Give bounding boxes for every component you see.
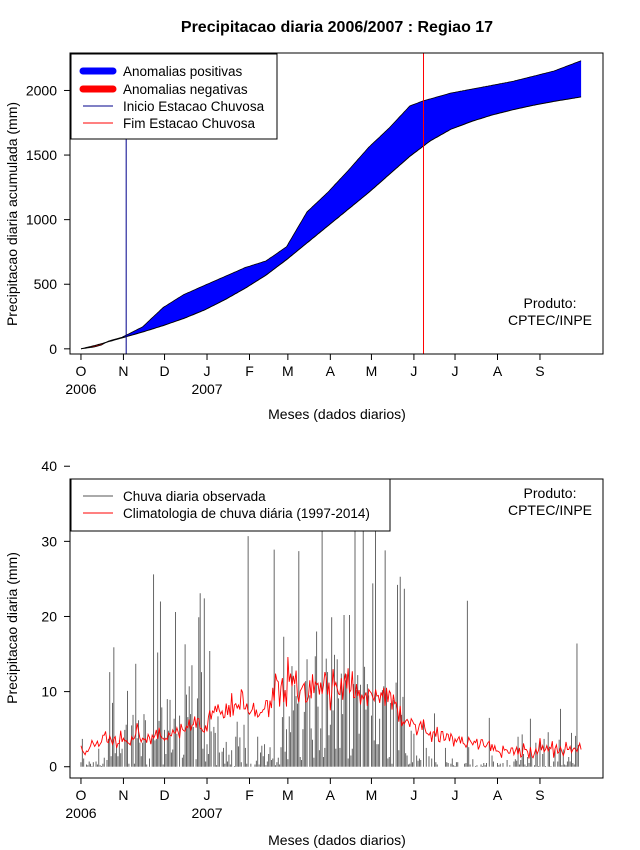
x-axis-title: Meses (dados diarios) <box>268 832 406 848</box>
y-tick-label: 1500 <box>26 147 57 163</box>
chart-title: Precipitacao diaria 2006/2007 : Regiao 1… <box>181 19 493 36</box>
daily-climatology-line <box>80 656 582 759</box>
x-tick-label: J <box>410 787 417 803</box>
x-tick-label: O <box>76 363 87 379</box>
year-label: 2007 <box>191 805 222 821</box>
positive-anomaly-area <box>81 60 582 349</box>
x-tick-label: J <box>204 363 211 379</box>
x-tick-label: M <box>366 363 378 379</box>
x-tick-label: A <box>493 363 503 379</box>
x-tick-label: N <box>118 363 128 379</box>
y-tick-label: 10 <box>41 684 57 700</box>
credit-line-2: CPTEC/INPE <box>508 312 592 328</box>
observed-cumulative-line <box>80 60 582 350</box>
x-tick-label: F <box>245 787 254 803</box>
credit-line-2: CPTEC/INPE <box>508 502 592 518</box>
x-tick-label: D <box>159 363 169 379</box>
y-axis-title: Precipitacao diaria acumulada (mm) <box>4 102 20 326</box>
x-tick-label: A <box>326 363 336 379</box>
x-tick-label: J <box>410 363 417 379</box>
year-label: 2006 <box>65 805 96 821</box>
y-tick-label: 0 <box>49 759 57 775</box>
credit-background <box>504 484 596 520</box>
x-tick-label: N <box>118 787 128 803</box>
y-tick-label: 1000 <box>26 212 57 228</box>
year-label: 2006 <box>65 381 96 397</box>
x-tick-label: M <box>282 363 294 379</box>
y-axis-title: Precipitacao diaria (mm) <box>4 552 20 704</box>
x-tick-label: A <box>326 787 336 803</box>
x-axis-title: Meses (dados diarios) <box>268 406 406 422</box>
y-tick-label: 30 <box>41 533 57 549</box>
legend-label-start: Inicio Estacao Chuvosa <box>123 99 265 114</box>
x-tick-label: M <box>282 787 294 803</box>
climatology-cumulative-line <box>80 96 582 350</box>
x-tick-label: J <box>452 363 459 379</box>
x-tick-label: O <box>76 787 87 803</box>
legend-box <box>70 478 391 532</box>
y-tick-label: 0 <box>49 341 57 357</box>
x-tick-label: J <box>204 787 211 803</box>
daily-observed-bars <box>80 479 579 767</box>
credit-line-1: Produto: <box>524 485 577 501</box>
0-plot-frame <box>69 52 604 355</box>
x-tick-label: D <box>159 787 169 803</box>
daily-chart: O N D J F M A M J J A S 2006 2007 0 10 20 30 40 Chuva diar… <box>4 458 604 848</box>
legend-label-climatology: Climatologia de chuva diária (1997-2014) <box>123 506 370 521</box>
x-tick-label: J <box>452 787 459 803</box>
y-tick-label: 40 <box>41 458 57 474</box>
x-tick-label: F <box>245 363 254 379</box>
credit-line-1: Produto: <box>524 295 577 311</box>
legend-label-negative: Anomalias negativas <box>123 82 248 97</box>
y-tick-label: 2000 <box>26 82 57 98</box>
daily-legend: Chuva diaria observada Climatologia de c… <box>70 478 391 532</box>
x-tick-label: M <box>366 787 378 803</box>
legend-label-observed: Chuva diaria observada <box>123 489 266 504</box>
cumulative-axes: O N D J F M A M J J A S 2006 2007 0 500 1000 1500 2000 <box>26 52 604 397</box>
x-tick-label: A <box>493 787 503 803</box>
y-tick-label: 20 <box>41 608 57 624</box>
y-tick-label: 500 <box>34 276 58 292</box>
cumulative-legend: Anomalias positivas Anomalias negativas … <box>70 53 278 140</box>
x-tick-label: S <box>535 363 544 379</box>
x-tick-label: S <box>535 787 544 803</box>
legend-label-end: Fim Estacao Chuvosa <box>123 116 256 131</box>
year-label: 2007 <box>191 381 222 397</box>
cumulative-chart: O N D J F M A M J J A S 2006 2007 0 500 1000 1500 2000 Ano… <box>4 52 604 422</box>
legend-label-positive: Anomalias positivas <box>123 64 243 79</box>
